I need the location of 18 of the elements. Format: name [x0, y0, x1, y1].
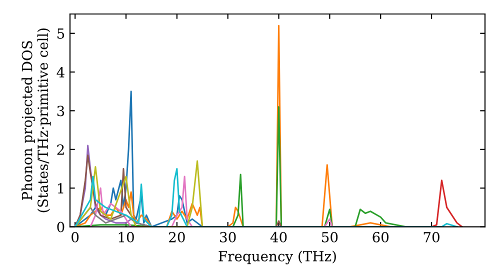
x-tick-label: 30	[220, 232, 236, 242]
x-tick-label: 0	[72, 232, 79, 242]
y-tick-label: 3	[57, 106, 64, 116]
x-tick-label: 70	[424, 232, 440, 242]
y-tick-label: 5	[57, 28, 64, 39]
y-tick-label: 0	[57, 222, 64, 232]
y-tick-label: 4	[56, 67, 64, 78]
x-tick-label: 60	[372, 232, 389, 242]
y-tick-label: 2	[57, 144, 64, 155]
line-series	[430, 180, 463, 227]
line-series	[74, 160, 204, 227]
y-tick-label: 1	[58, 183, 64, 194]
x-tick-label: 20	[169, 232, 185, 242]
x-axis-title: Frequency (THz)	[218, 250, 336, 264]
y-axis-title: Phonon projected DOS (States/THz·primitive cell)	[22, 28, 51, 212]
x-tick-label: 50	[322, 232, 338, 242]
x-tick-label: 10	[118, 232, 134, 242]
x-tick-label: 40	[270, 232, 287, 242]
